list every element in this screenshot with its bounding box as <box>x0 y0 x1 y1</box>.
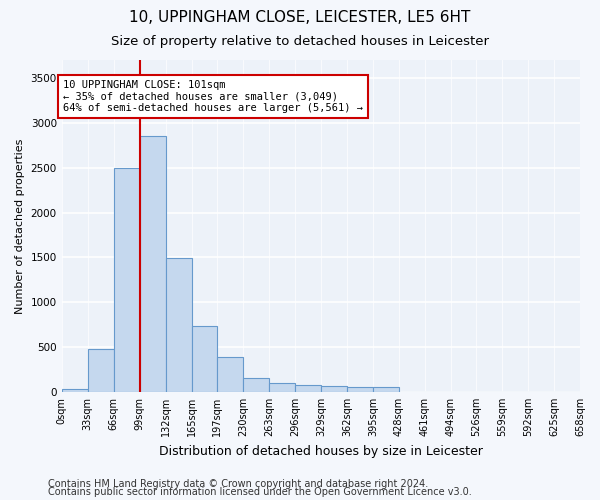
Text: 10, UPPINGHAM CLOSE, LEICESTER, LE5 6HT: 10, UPPINGHAM CLOSE, LEICESTER, LE5 6HT <box>130 10 470 25</box>
Bar <box>321 386 347 392</box>
Bar <box>114 168 140 392</box>
Text: Contains HM Land Registry data © Crown copyright and database right 2024.: Contains HM Land Registry data © Crown c… <box>48 479 428 489</box>
X-axis label: Distribution of detached houses by size in Leicester: Distribution of detached houses by size … <box>159 444 483 458</box>
Bar <box>62 389 88 392</box>
Bar <box>166 258 191 392</box>
Bar <box>217 357 243 392</box>
Bar <box>140 136 166 392</box>
Bar <box>243 378 269 392</box>
Bar <box>88 349 113 392</box>
Bar <box>373 387 398 392</box>
Bar <box>295 385 321 392</box>
Text: Contains public sector information licensed under the Open Government Licence v3: Contains public sector information licen… <box>48 487 472 497</box>
Bar <box>269 383 295 392</box>
Y-axis label: Number of detached properties: Number of detached properties <box>15 138 25 314</box>
Text: 10 UPPINGHAM CLOSE: 101sqm
← 35% of detached houses are smaller (3,049)
64% of s: 10 UPPINGHAM CLOSE: 101sqm ← 35% of deta… <box>63 80 363 113</box>
Bar <box>347 386 373 392</box>
Bar <box>192 326 217 392</box>
Text: Size of property relative to detached houses in Leicester: Size of property relative to detached ho… <box>111 35 489 48</box>
